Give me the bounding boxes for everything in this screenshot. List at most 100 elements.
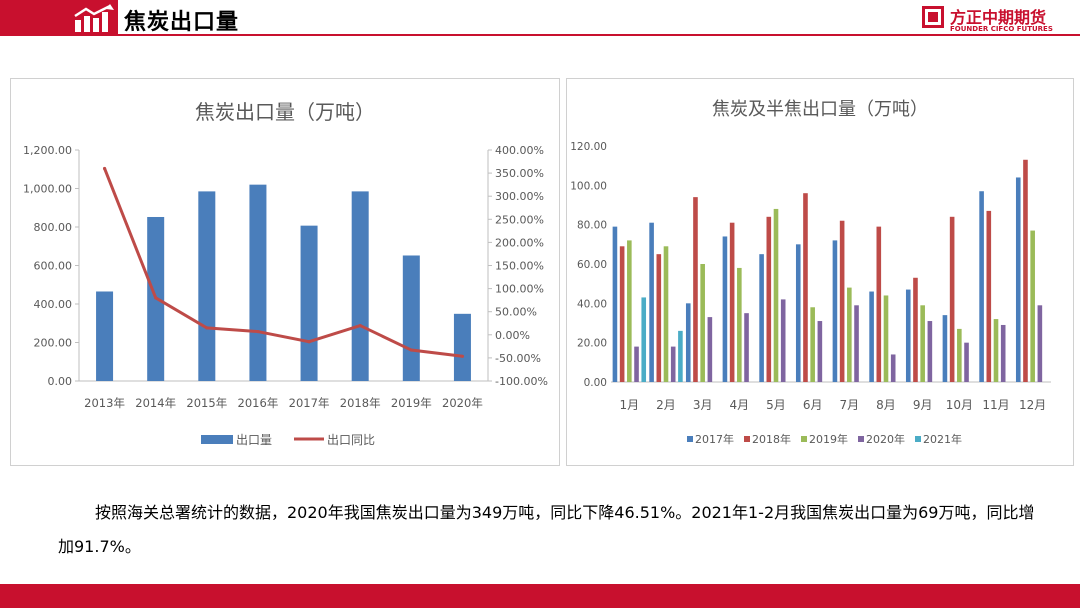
bar-2017年-5月: [759, 254, 764, 382]
point-yoy-2013年: [102, 166, 107, 171]
right-tick-label: 0.00%: [495, 329, 530, 342]
x-tick-label: 2014年: [135, 396, 176, 410]
bar-2018年-11月: [986, 210, 992, 382]
bar-export-2018年: [351, 191, 369, 381]
bar-2019年-11月: [993, 319, 999, 382]
bar-2020年-11月: [1000, 324, 1006, 382]
legend-label-2018年: 2018年: [752, 432, 791, 446]
legend-swatch-2021年: [915, 436, 921, 442]
x-tick-label: 4月: [730, 398, 750, 412]
bar-2017年-1月: [612, 226, 618, 382]
left-tick-label: 0.00: [48, 375, 73, 388]
y-tick-label: 20.00: [577, 338, 607, 350]
bar-2019年-8月: [883, 295, 889, 382]
bar-2018年-2月: [656, 254, 662, 382]
bar-2018年-3月: [693, 197, 698, 382]
x-tick-label: 2017年: [289, 396, 330, 410]
bar-export-2016年: [249, 184, 267, 381]
bar-2019年-4月: [737, 267, 742, 382]
x-tick-label: 8月: [876, 398, 896, 412]
bar-2019年-9月: [920, 305, 925, 382]
bar-2020年-8月: [890, 354, 896, 382]
bar-2019年-3月: [700, 264, 705, 382]
point-yoy-2015年: [205, 326, 209, 330]
chart-title: 焦炭出口量（万吨）: [195, 100, 375, 124]
chart-panel-annual: 焦炭出口量（万吨） 0.00 200.00 400.00 600.00 800.00 1,0…: [10, 78, 560, 466]
bar-2020年-1月: [634, 346, 639, 382]
bar-2018年-7月: [839, 220, 845, 382]
bar-2017年-4月: [722, 236, 728, 382]
legend-swatch-2017年: [687, 436, 693, 442]
y-tick-label: 0.00: [584, 377, 607, 389]
bar-2017年-7月: [832, 240, 838, 382]
chart-panel-monthly: 焦炭及半焦出口量（万吨） 0.00 20.00 40.00 60.00 80.00 100.…: [566, 78, 1074, 466]
bar-2017年-9月: [905, 289, 911, 382]
legend-label-2017年: 2017年: [695, 432, 734, 446]
x-tick-label: 11月: [982, 398, 1009, 412]
logo-name-en: FOUNDER CIFCO FUTURES: [950, 25, 1053, 33]
logo-name-cn: 方正中期期货: [950, 8, 1047, 27]
chart-title: 焦炭及半焦出口量（万吨）: [712, 99, 928, 120]
legend-swatch-export: [201, 435, 233, 444]
point-yoy-2017年: [307, 340, 311, 344]
legend-swatch-2020年: [858, 436, 864, 442]
legend-label-2020年: 2020年: [866, 432, 905, 446]
bar-2018年-5月: [766, 216, 772, 382]
left-tick-label: 1,200.00: [23, 144, 72, 157]
bar-2019年-12月: [1030, 230, 1035, 382]
y-tick-label: 100.00: [570, 180, 607, 192]
legend-swatch-2018年: [744, 436, 750, 442]
line-yoy: [103, 167, 463, 358]
left-tick-label: 600.00: [34, 260, 73, 273]
point-yoy-2019年: [409, 348, 413, 352]
bar-2018年-8月: [876, 226, 882, 382]
bar-export-2015年: [198, 191, 216, 381]
x-tick-label: 2月: [656, 398, 676, 412]
right-tick-label: 200.00%: [495, 236, 544, 249]
bar-2018年-4月: [729, 222, 735, 382]
bar-2017年-10月: [942, 315, 948, 382]
left-tick-label: 1,000.00: [23, 183, 72, 196]
x-tick-label: 2019年: [391, 396, 432, 410]
bar-export-2020年: [453, 313, 471, 381]
y-tick-label: 60.00: [577, 259, 607, 271]
bar-2020年-6月: [817, 321, 823, 382]
bar-2019年-2月: [663, 246, 669, 382]
right-tick-label: -50.00%: [495, 352, 541, 365]
chart-monthly-export: 焦炭及半焦出口量（万吨） 0.00 20.00 40.00 60.00 80.00 100.…: [570, 99, 1051, 446]
brand-logo: 方正中期期货 FOUNDER CIFCO FUTURES: [922, 4, 1072, 36]
right-tick-label: 50.00%: [495, 306, 537, 319]
bar-2018年-6月: [803, 193, 808, 382]
right-tick-label: 100.00%: [495, 283, 544, 296]
bar-2020年-10月: [964, 342, 969, 382]
x-tick-label: 1月: [620, 398, 640, 412]
x-tick-label: 2020年: [442, 396, 483, 410]
legend-label-2019年: 2019年: [809, 432, 848, 446]
logo-mark-icon: [922, 6, 944, 28]
x-tick-label: 7月: [840, 398, 860, 412]
chart-growth-icon: [72, 4, 116, 34]
bar-2020年-9月: [927, 321, 933, 382]
bar-2021年-1月: [641, 297, 647, 382]
right-tick-label: 150.00%: [495, 260, 544, 273]
legend-label-2021年: 2021年: [923, 432, 962, 446]
bar-2017年-11月: [979, 191, 984, 382]
bar-2019年-5月: [773, 208, 779, 382]
x-tick-label: 2016年: [238, 396, 279, 410]
right-tick-label: 300.00%: [495, 190, 544, 203]
x-tick-label: 3月: [693, 398, 713, 412]
bar-2017年-6月: [795, 244, 801, 382]
x-tick-label: 5月: [766, 398, 786, 412]
bar-2019年-10月: [957, 328, 962, 382]
x-tick-label: 2015年: [186, 396, 227, 410]
bar-2017年-2月: [649, 222, 654, 382]
summary-paragraph: 按照海关总署统计的数据，2020年我国焦炭出口量为349万吨，同比下降46.51…: [58, 503, 1035, 556]
bar-2019年-7月: [847, 287, 852, 382]
left-tick-label: 200.00: [34, 337, 73, 350]
point-yoy-2014年: [154, 296, 158, 300]
point-yoy-2016年: [256, 329, 260, 334]
bar-2020年-4月: [744, 313, 749, 382]
page-title: 焦炭出口量: [124, 10, 240, 35]
x-tick-label: 2013年: [84, 396, 125, 410]
x-tick-label: 10月: [946, 398, 973, 412]
